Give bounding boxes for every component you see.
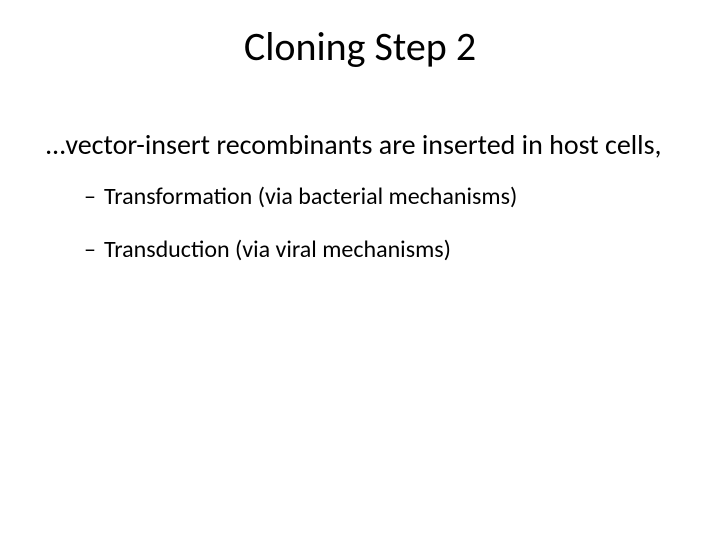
list-item: –Transformation (via bacterial mechanism… (46, 183, 674, 212)
lead-text: …vector-insert recombinants are inserted… (46, 128, 674, 161)
slide: Cloning Step 2 …vector-insert recombinan… (0, 0, 720, 540)
lead-text-content: …vector-insert recombinants are inserted… (46, 128, 674, 161)
slide-body: …vector-insert recombinants are inserted… (46, 128, 674, 289)
dash-icon: – (84, 236, 104, 265)
list-item: –Transduction (via viral mechanisms) (46, 236, 674, 265)
dash-icon: – (84, 183, 104, 212)
bullet-text: Transformation (via bacterial mechanisms… (104, 182, 517, 211)
slide-title: Cloning Step 2 (0, 22, 720, 71)
bullet-text: Transduction (via viral mechanisms) (104, 235, 451, 264)
bullet-list: –Transformation (via bacterial mechanism… (46, 183, 674, 265)
